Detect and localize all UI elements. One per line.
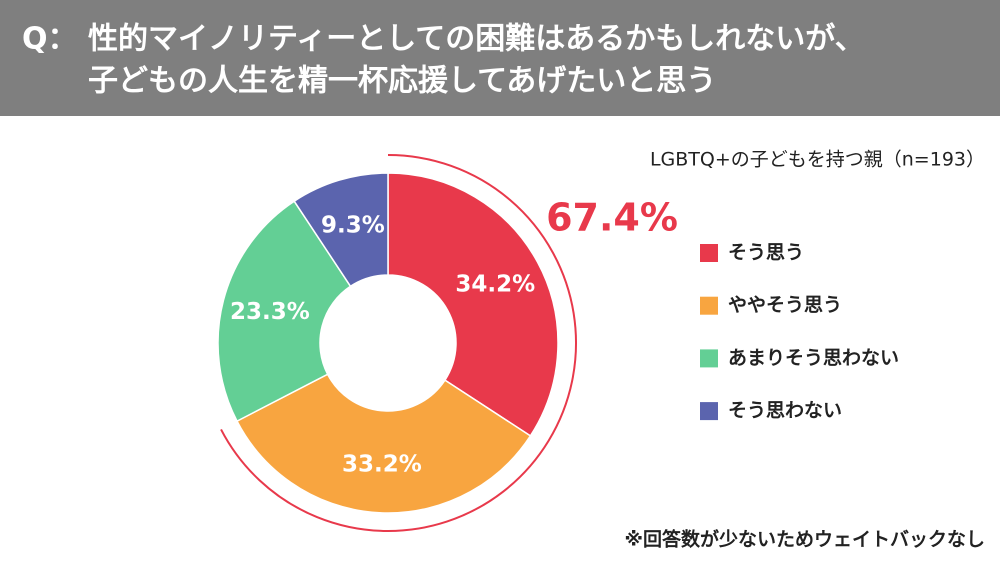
legend-label: あまりそう思わない [728,347,899,369]
legend-swatch [700,402,718,421]
donut-segment [293,172,389,288]
legend-swatch [700,296,718,315]
header-bg [0,0,1000,116]
annotation-label: 67.4% [546,196,678,240]
title-line: 子どもの人生を精一杯応援してあげたいと思う [88,64,716,99]
legend-swatch [700,349,718,368]
title-line: 性的マイノリティーとしての困難はあるかもしれないが、 [88,22,865,57]
donut-segment [217,200,352,423]
value-label: 33.2% [342,451,422,477]
value-label: 34.2% [455,271,535,297]
legend-label: そう思わない [728,400,842,422]
legend-label: ややそう思う [728,294,842,316]
donut-segment [387,172,559,437]
legend-swatch [700,244,718,262]
subtitle: LGBTQ+の子どもを持つ親（n=193） [650,149,985,171]
note: ※回答数が少ないためウェイトバックなし [625,528,985,551]
value-label: 23.3% [230,299,310,325]
title-prefix: Q： [22,22,78,57]
donut-segment [236,373,532,514]
legend-label: そう思う [728,242,804,264]
annotation-arc [220,154,577,532]
value-label: 9.3% [321,213,385,239]
